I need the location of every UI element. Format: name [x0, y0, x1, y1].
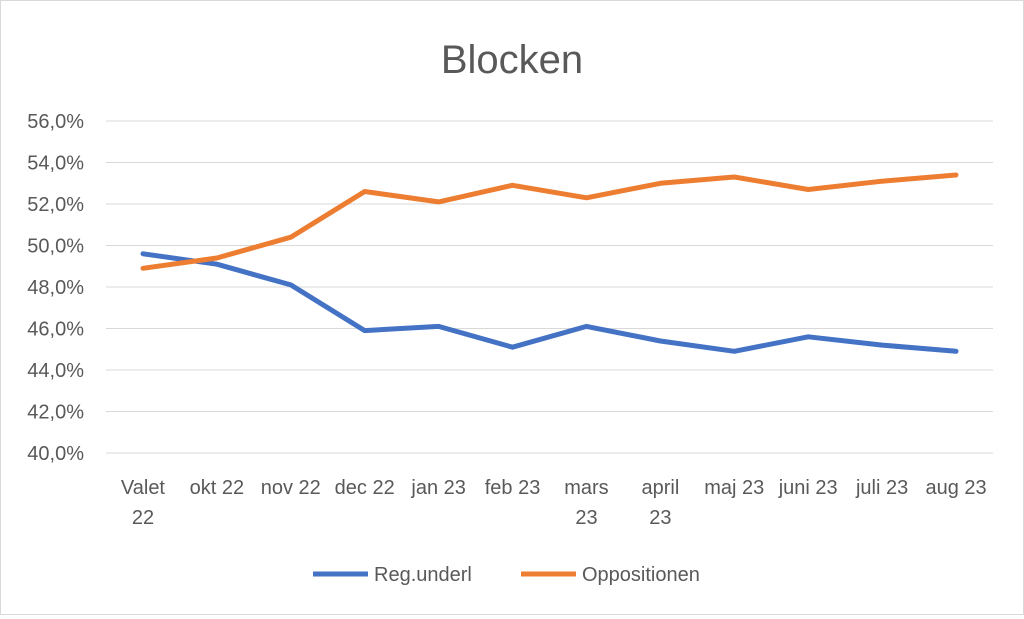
x-tick-label-line: dec 22	[335, 477, 395, 499]
x-tick-label: juni 23	[778, 477, 838, 499]
y-tick-label: 48,0%	[27, 277, 84, 299]
x-tick-label-line: jan 23	[410, 477, 466, 499]
x-tick-label: okt 22	[190, 477, 244, 499]
x-tick-label-line: mars	[564, 477, 608, 499]
x-tick-label: jan 23	[410, 477, 466, 499]
y-tick-label: 56,0%	[27, 111, 84, 133]
legend: Reg.underl Oppositionen	[313, 564, 700, 586]
legend-item: Reg.underl	[313, 564, 472, 586]
y-axis-ticks: 40,0% 42,0% 44,0% 46,0% 48,0% 50,0% 52,0% 54,0%…	[27, 111, 84, 465]
x-tick-label-line: nov 22	[261, 477, 321, 499]
x-tick-label: maj 23	[704, 477, 764, 499]
x-tick-label-line: okt 22	[190, 477, 244, 499]
chart-title: Blocken	[441, 38, 583, 82]
y-tick-label: 42,0%	[27, 402, 84, 424]
series-line	[140, 251, 959, 354]
x-tick-label-line: feb 23	[485, 477, 541, 499]
x-tick-label-line: 23	[649, 507, 671, 529]
x-axis-ticks: Valet 22 okt 22 nov 22 dec 22 jan 23 feb 23 mar…	[121, 477, 987, 529]
x-tick-label: april 23	[641, 477, 679, 529]
y-tick-label: 46,0%	[27, 319, 84, 341]
legend-label: Oppositionen	[582, 564, 700, 586]
x-tick-label-line: Valet	[121, 477, 166, 499]
x-tick-label: aug 23	[925, 477, 986, 499]
x-tick-label: mars 23	[564, 477, 608, 529]
x-tick-label-line: juni 23	[778, 477, 838, 499]
legend-label: Reg.underl	[374, 564, 472, 586]
x-tick-label-line: maj 23	[704, 477, 764, 499]
legend-item: Oppositionen	[521, 564, 700, 586]
y-tick-label: 44,0%	[27, 360, 84, 382]
gridlines	[106, 120, 993, 454]
y-tick-label: 50,0%	[27, 236, 84, 258]
x-tick-label-line: april	[641, 477, 679, 499]
x-tick-label-line: 22	[132, 507, 154, 529]
series-lines	[140, 172, 959, 354]
x-tick-label: feb 23	[485, 477, 541, 499]
x-tick-label: juli 23	[855, 477, 908, 499]
y-tick-label: 52,0%	[27, 194, 84, 216]
x-tick-label: nov 22	[261, 477, 321, 499]
series-line	[140, 172, 959, 271]
x-tick-label-line: juli 23	[855, 477, 908, 499]
y-tick-label: 54,0%	[27, 153, 84, 175]
x-tick-label-line: aug 23	[925, 477, 986, 499]
x-tick-label-line: 23	[575, 507, 597, 529]
x-tick-label: Valet 22	[121, 477, 166, 529]
x-tick-label: dec 22	[335, 477, 395, 499]
y-tick-label: 40,0%	[27, 443, 84, 465]
